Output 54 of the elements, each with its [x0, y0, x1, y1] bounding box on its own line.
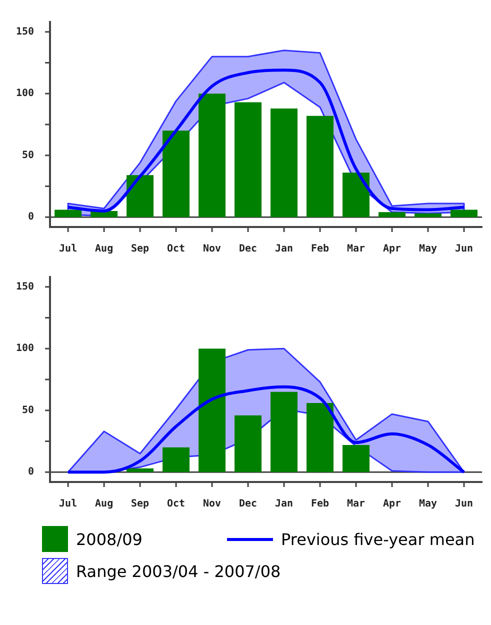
- bar: [234, 415, 262, 472]
- bar: [378, 212, 406, 218]
- line-series: [66, 385, 466, 474]
- x-tick-label: Jan: [274, 244, 294, 255]
- bar: [270, 108, 298, 218]
- legend-label: 2008/09: [76, 530, 142, 548]
- x-tick-label: Oct: [167, 498, 186, 510]
- x-tick-label: Nov: [203, 244, 222, 255]
- x-tick-label: Dec: [239, 498, 258, 510]
- bar: [162, 130, 190, 218]
- bar: [270, 392, 298, 472]
- x-tick-label: Feb: [310, 244, 330, 255]
- x-tick-label: Mar: [346, 498, 366, 510]
- y-tick-label: 0: [28, 466, 34, 478]
- x-tick-label: Mar: [346, 244, 366, 255]
- x-tick-label: Feb: [310, 498, 330, 510]
- bar: [198, 348, 226, 472]
- x-tick-label: Apr: [382, 498, 402, 510]
- x-tick-label: Nov: [203, 498, 222, 510]
- legend-label: Previous five-year mean: [281, 530, 475, 548]
- x-tick-label: Aug: [95, 244, 114, 255]
- bar: [126, 175, 154, 218]
- bar: [126, 468, 154, 472]
- y-tick-label: 100: [16, 343, 34, 354]
- x-tick-label: Jul: [59, 498, 78, 510]
- bar: [198, 94, 226, 218]
- bar: [54, 210, 82, 218]
- y-tick-label: 0: [28, 212, 34, 223]
- bar: [162, 447, 190, 472]
- x-tick-label: Jun: [454, 244, 474, 255]
- bar: [342, 444, 370, 472]
- x-tick-label: May: [418, 498, 438, 510]
- x-tick-label: Apr: [382, 244, 402, 255]
- x-tick-label: Jan: [274, 498, 294, 510]
- x-tick-label: Jul: [59, 244, 78, 255]
- y-tick-label: 50: [22, 404, 34, 416]
- bar: [306, 116, 334, 218]
- y-tick-label: 100: [16, 88, 34, 100]
- x-tick-label: Aug: [95, 498, 114, 510]
- bar: [342, 172, 370, 218]
- x-tick-label: Jun: [454, 498, 474, 510]
- x-tick-label: Oct: [167, 244, 186, 255]
- y-tick-label: 150: [16, 281, 34, 292]
- y-tick-label: 50: [22, 150, 34, 161]
- text: Range 2003/04 - 2007/08: [76, 562, 281, 580]
- bar: [450, 210, 478, 218]
- bar: [414, 213, 442, 218]
- x-tick-label: Dec: [239, 244, 258, 255]
- y-tick-label: 150: [16, 26, 34, 38]
- bar: [306, 402, 334, 472]
- x-tick-label: May: [418, 244, 438, 255]
- bar: [234, 102, 262, 218]
- x-tick-label: Sep: [131, 498, 150, 510]
- x-tick-label: Sep: [131, 244, 150, 255]
